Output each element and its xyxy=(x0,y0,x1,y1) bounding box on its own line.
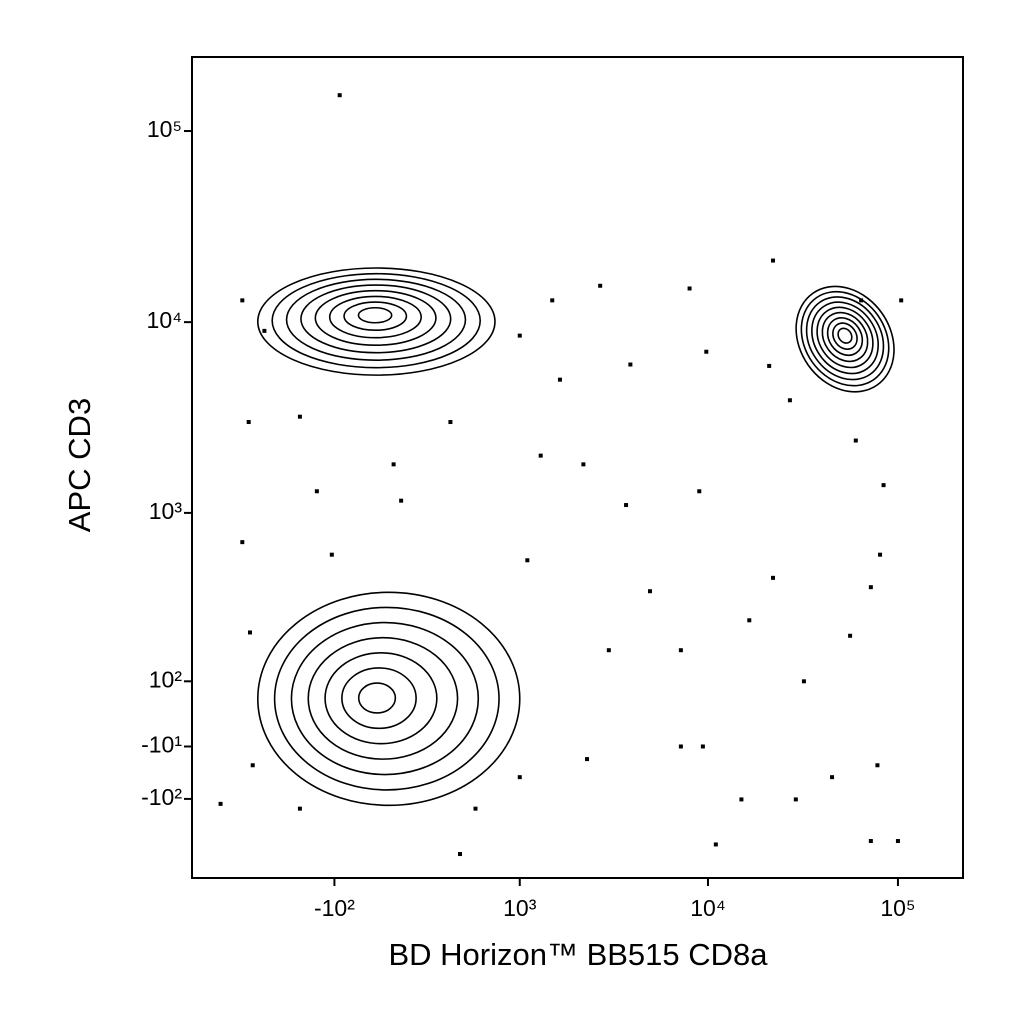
event-dot xyxy=(329,552,334,557)
contour-level xyxy=(811,301,879,375)
contour-level xyxy=(271,272,482,369)
x-tick-label: 10³ xyxy=(503,895,537,921)
event-dot xyxy=(648,589,653,594)
x-tick-label: -10² xyxy=(314,895,355,921)
event-dot xyxy=(525,558,530,563)
event-dot xyxy=(848,633,853,638)
event-dot xyxy=(793,797,798,802)
contour-outer xyxy=(256,267,496,376)
event-dot xyxy=(598,283,603,288)
event-dot xyxy=(700,744,705,749)
event-dot xyxy=(678,648,683,653)
event-dot xyxy=(687,286,692,291)
event-dot xyxy=(830,775,835,780)
contour-level xyxy=(273,606,500,791)
contour-level xyxy=(832,322,858,350)
event-dot xyxy=(448,420,453,425)
event-dot xyxy=(704,349,709,354)
event-dot xyxy=(853,438,858,443)
event-dot xyxy=(606,648,611,653)
event-dot xyxy=(218,801,223,806)
event-dot xyxy=(248,630,253,635)
contour-level xyxy=(285,278,467,361)
contour-level xyxy=(300,284,452,354)
contour-level xyxy=(805,296,885,381)
contour-outer xyxy=(795,285,895,393)
x-tick-label: 10⁵ xyxy=(880,895,915,921)
event-dot xyxy=(628,362,633,367)
event-dot xyxy=(868,839,873,844)
event-dot xyxy=(538,453,543,458)
x-axis-label: BD Horizon™ BB515 CD8a xyxy=(388,937,768,972)
event-dot xyxy=(801,679,806,684)
event-dot xyxy=(895,839,900,844)
event-dot xyxy=(297,806,302,811)
event-dot xyxy=(473,806,478,811)
y-tick-label: 10³ xyxy=(149,498,183,524)
event-dot xyxy=(771,575,776,580)
event-dot xyxy=(624,503,629,508)
y-tick-label: 10⁵ xyxy=(147,116,182,142)
event-dot xyxy=(557,377,562,382)
event-dot xyxy=(771,258,776,263)
y-tick-label: -10¹ xyxy=(141,732,182,758)
contour-level xyxy=(821,311,869,363)
contour-level xyxy=(837,327,853,344)
contour-level xyxy=(343,301,408,332)
event-dot xyxy=(517,333,522,338)
contour-level xyxy=(324,652,438,745)
event-dot xyxy=(314,489,319,494)
event-dot xyxy=(787,398,792,403)
y-axis-label: APC CD3 xyxy=(62,398,97,532)
event-dot xyxy=(767,363,772,368)
contour-level xyxy=(357,306,393,324)
event-dot xyxy=(550,298,555,303)
event-dot xyxy=(713,842,718,847)
event-dot xyxy=(262,328,267,333)
event-dot xyxy=(399,498,404,503)
event-dot xyxy=(240,298,245,303)
y-tick-label: -10² xyxy=(141,784,182,810)
event-dot xyxy=(337,93,342,98)
contour-level xyxy=(341,667,417,730)
event-dot xyxy=(859,298,864,303)
contour-outer xyxy=(256,591,521,807)
event-dot xyxy=(391,462,396,467)
event-dot xyxy=(458,852,463,857)
event-dot xyxy=(878,552,883,557)
event-dot xyxy=(240,540,245,545)
contour-level xyxy=(800,290,890,387)
event-dot xyxy=(881,483,886,488)
contour-level xyxy=(328,295,422,339)
y-tick-label: 10⁴ xyxy=(147,307,182,333)
event-dot xyxy=(297,414,302,419)
event-dot xyxy=(868,585,873,590)
event-dot xyxy=(875,763,880,768)
plot-frame xyxy=(191,56,964,879)
contour-level xyxy=(816,306,874,369)
x-tick-label: 10⁴ xyxy=(690,895,725,921)
event-dot xyxy=(697,489,702,494)
contour-level xyxy=(314,289,437,347)
y-tick-label: 10² xyxy=(149,666,183,692)
event-dot xyxy=(246,420,251,425)
event-dot xyxy=(585,757,590,762)
contour-level xyxy=(357,682,397,714)
contour-level xyxy=(290,621,480,776)
event-dot xyxy=(899,298,904,303)
event-dot xyxy=(678,744,683,749)
event-dot xyxy=(581,462,586,467)
event-dot xyxy=(250,763,255,768)
event-dot xyxy=(517,775,522,780)
contour-level xyxy=(826,317,864,357)
contour-level xyxy=(307,636,459,760)
event-dot xyxy=(747,618,752,623)
event-dot xyxy=(739,797,744,802)
